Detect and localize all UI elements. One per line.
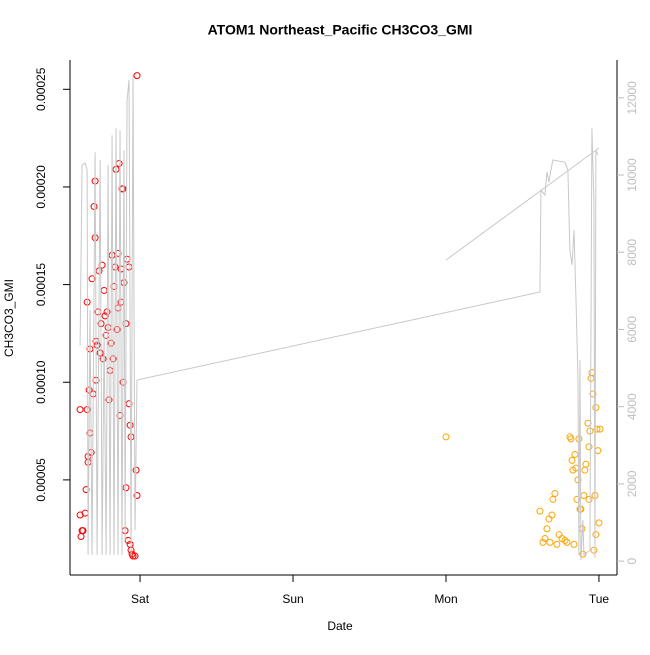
point [123,255,131,263]
point [551,490,559,498]
point [561,536,569,544]
point [571,451,579,459]
point [116,411,124,419]
point [77,533,85,541]
point [101,312,109,320]
point [594,447,602,455]
point [570,540,578,548]
point [129,552,137,560]
altitude-line [79,75,600,560]
point [122,484,130,492]
point [595,519,603,527]
point [575,435,583,443]
point [442,433,450,441]
y2-tick-label: 10000 [625,158,639,192]
point [545,515,553,523]
y2-tick-label: 4000 [625,393,639,420]
x-tick-label: Sun [282,592,303,606]
point [104,324,112,332]
point [567,435,575,443]
point [133,72,141,80]
point [110,283,118,291]
point [98,261,106,269]
point [589,390,597,398]
point [596,425,604,433]
point [539,538,547,546]
point [543,525,551,533]
point [76,406,84,414]
point [106,367,114,375]
y2-tick-label: 6000 [625,316,639,343]
point [99,355,107,363]
y-tick-label: 0.00020 [34,165,48,209]
y-tick-label: 0.00005 [34,458,48,502]
point [582,460,590,468]
point [108,251,116,259]
chart-title: ATOM1 Northeast_Pacific CH3CO3_GMI [208,22,473,38]
point [593,425,601,433]
point [125,263,133,271]
y-tick-label: 0.00010 [34,360,48,404]
point [83,406,91,414]
point [81,509,89,517]
point [585,443,593,451]
point [590,546,598,554]
point [100,286,108,294]
point [546,538,554,546]
point [579,550,587,558]
point [592,531,600,539]
y2-tick-label: 2000 [625,470,639,497]
point [573,495,581,503]
point [96,349,104,357]
point [79,527,87,535]
point [553,540,561,548]
point [548,511,556,519]
point [563,538,571,546]
point [88,275,96,283]
x-axis-label: Date [327,619,353,633]
point [115,160,123,168]
y2-tick-label: 8000 [625,239,639,266]
point [586,427,594,435]
y-axis-label: CH3CO3_GMI [2,279,16,357]
point [541,534,549,542]
point [131,552,139,560]
point [581,466,589,474]
point [114,304,122,312]
y-tick-label: 0.00015 [34,263,48,307]
point [536,507,544,515]
point [125,400,133,408]
x-tick-label: Tue [589,592,610,606]
x-tick-label: Sat [131,592,150,606]
point [549,495,557,503]
point [592,404,600,412]
x-tick-label: Mon [434,592,457,606]
point [90,202,98,210]
y2-tick-label: 12000 [625,81,639,115]
point [585,495,593,503]
y-tick-label: 0.00025 [34,67,48,111]
point [133,492,141,500]
y2-tick-label: 0 [625,557,639,564]
point [568,456,576,464]
